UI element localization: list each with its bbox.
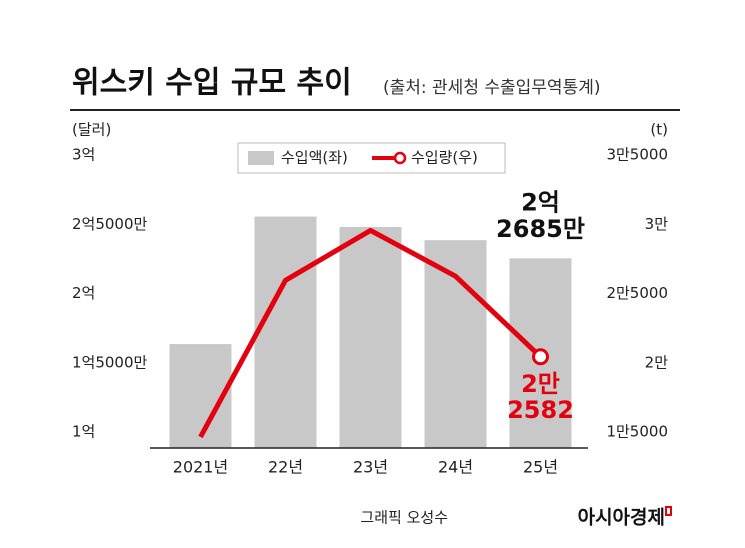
x-tick-label: 25년 [523,458,558,477]
y-tick-label: 2억5000만 [72,215,148,233]
y2-tick-label: 2만 [645,353,669,371]
data-label: 2억 2685만 [496,188,585,242]
y2-tick-label: 2만5000 [606,284,668,302]
legend-swatch [248,151,274,165]
bar [424,240,487,448]
y2-axis-label: (t) [650,121,668,139]
y-tick-label: 3억 [72,146,95,164]
credit: 그래픽 오성수 [360,509,448,527]
data-label-line: 2582 [507,396,574,424]
chart-title: 위스키 수입 규모 추이 [72,66,352,101]
y2-tick-label: 3만 [645,215,669,233]
chart-subtitle: (출처: 관세청 수출입무역통계) [383,78,600,98]
legend-label: 수입액(좌) [281,149,348,167]
publisher: 아시아경제 [578,507,665,529]
bar [254,216,317,448]
data-label-line: 2억 [521,188,560,216]
x-tick-label: 2021년 [173,458,228,477]
x-tick-label: 22년 [268,458,303,477]
data-label-line: 2만 [521,370,560,398]
data-label: 2만 2582 [507,370,574,424]
legend-label: 수입량(우) [411,149,478,167]
y-axis-label: (달러) [72,121,111,139]
y2-tick-label: 1만5000 [606,423,668,441]
line-end-marker [532,348,549,366]
data-label-line: 2685만 [496,215,585,243]
legend-box [237,142,506,174]
line [198,227,543,439]
y-tick-label: 1억 [72,423,95,441]
x-tick-label: 23년 [353,458,388,477]
y2-tick-label: 3만5000 [606,146,668,164]
publisher-mark [665,506,672,516]
bar [339,226,402,448]
legend-swatch-marker [393,151,407,165]
y-tick-label: 1억5000만 [72,353,148,371]
x-tick-label: 24년 [438,458,473,477]
y-tick-label: 2억 [72,284,95,302]
